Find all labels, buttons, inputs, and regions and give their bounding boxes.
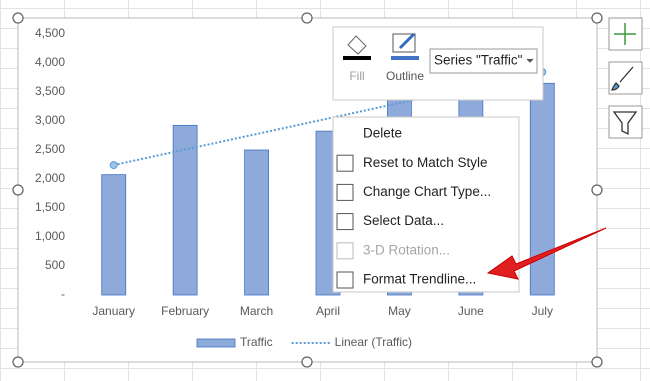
- menu-item[interactable]: Delete: [337, 126, 402, 142]
- legend-item: Linear (Traffic): [291, 335, 412, 349]
- y-tick-label: 2,500: [35, 142, 65, 156]
- y-tick-label: 500: [45, 258, 65, 272]
- menu-item[interactable]: Change Chart Type...: [336, 183, 491, 201]
- dropdown-arrow: [526, 58, 534, 63]
- menu-icon: [336, 271, 354, 289]
- outline-icon[interactable]: [392, 33, 416, 53]
- menu-label: Change Chart Type...: [363, 184, 491, 199]
- series-selector[interactable]: [429, 48, 538, 74]
- menu-panel: [332, 116, 520, 293]
- y-tick-label: 3,500: [35, 84, 65, 98]
- x-tick-label: March: [240, 304, 273, 318]
- y-tick-label: -: [61, 287, 65, 301]
- menu-icon: [336, 183, 354, 201]
- menu-label: Select Data...: [363, 213, 444, 228]
- legend-swatch: [196, 338, 236, 348]
- trendline-handle: [109, 161, 118, 170]
- y-tick-label: 3,000: [35, 113, 65, 127]
- bar: [172, 124, 198, 296]
- fill-icon[interactable]: [347, 35, 367, 55]
- annotation-arrow: [486, 227, 607, 280]
- menu-label: Format Trendline...: [363, 272, 476, 287]
- fill-label: Fill: [349, 69, 364, 83]
- y-tick-label: 4,000: [35, 55, 65, 69]
- series-selector-text: Series "Traffic": [434, 53, 523, 68]
- context-menu: Delete Reset to Match Style Change Chart T…: [332, 116, 520, 293]
- bar: [529, 82, 555, 296]
- x-tick-label: May: [388, 304, 411, 318]
- brush-icon: [611, 66, 634, 91]
- y-tick-label: 2,000: [35, 171, 65, 185]
- y-tick-label: 1,000: [35, 229, 65, 243]
- funnel-icon: [612, 111, 638, 136]
- menu-icon: [336, 242, 354, 260]
- x-tick-label: February: [161, 304, 209, 318]
- x-tick-label: June: [458, 304, 484, 318]
- pen-icon: [398, 32, 416, 50]
- plus-icon: [614, 23, 636, 45]
- menu-label: Reset to Match Style: [363, 155, 488, 170]
- bar: [101, 174, 127, 296]
- y-tick-label: 4,500: [35, 26, 65, 40]
- menu-label: Delete: [363, 126, 402, 141]
- x-tick-label: April: [316, 304, 340, 318]
- menu-item[interactable]: Reset to Match Style: [336, 154, 488, 172]
- legend-label: Linear (Traffic): [335, 335, 412, 349]
- legend-label: Traffic: [240, 335, 273, 349]
- menu-item: 3-D Rotation...: [336, 242, 450, 260]
- menu-label: 3-D Rotation...: [363, 242, 450, 257]
- mini-toolbar: Fill Outline Series "Traffic": [332, 26, 544, 101]
- x-tick-label: January: [92, 304, 135, 318]
- y-tick-label: 1,500: [35, 200, 65, 214]
- outline-swatch: [391, 56, 419, 60]
- menu-icon: [336, 213, 354, 231]
- x-tick-label: July: [532, 304, 553, 318]
- bar: [244, 149, 269, 296]
- fill-swatch: [343, 56, 371, 60]
- outline-label: Outline: [386, 69, 424, 83]
- selection-handles: [12, 12, 603, 368]
- menu-item[interactable]: Format Trendline...: [336, 271, 476, 289]
- menu-item[interactable]: Select Data...: [336, 213, 444, 231]
- legend-item: Traffic: [196, 335, 273, 349]
- side-buttons: [608, 17, 643, 139]
- menu-icon: [336, 154, 354, 172]
